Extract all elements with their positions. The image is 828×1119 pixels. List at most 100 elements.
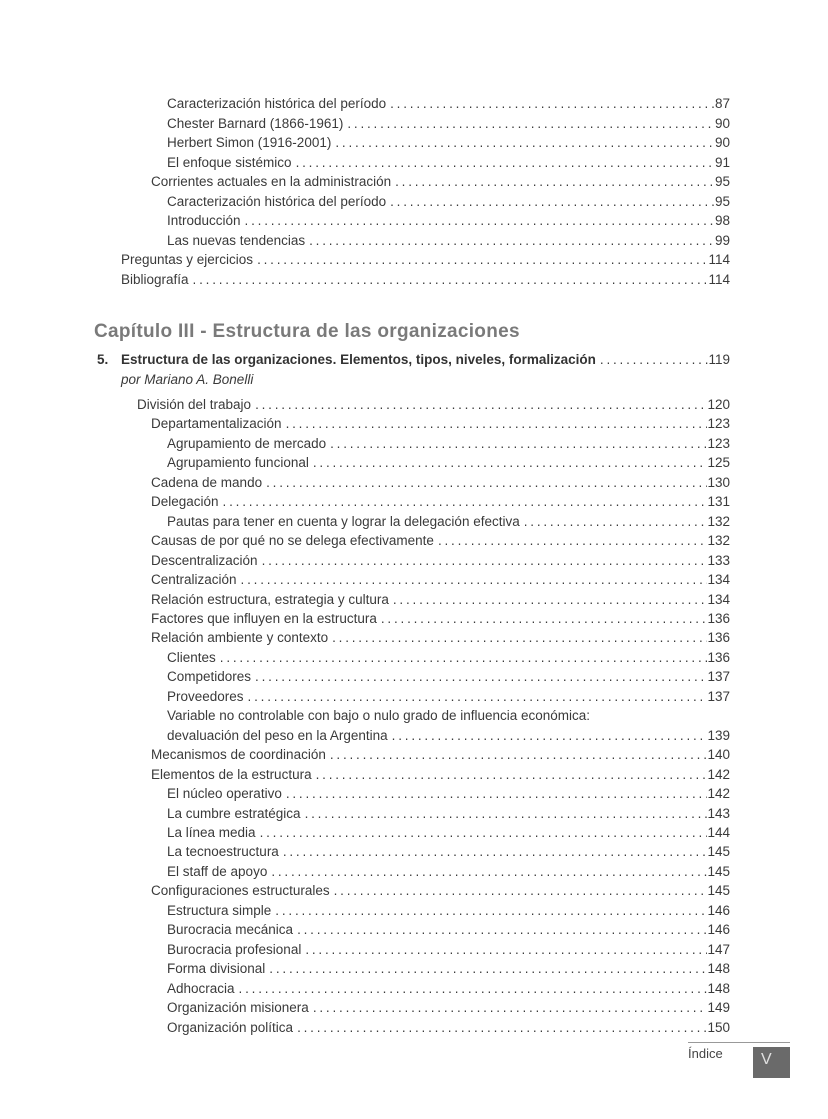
toc-entry: El núcleo operativo.....................… [94, 784, 730, 803]
toc-entry-label: Bibliografía [121, 271, 189, 287]
toc-entry-page: 130 [707, 474, 730, 490]
toc-leader-dots: ........................................… [222, 494, 708, 510]
toc-top-list: Caracterización histórica del período...… [94, 94, 730, 289]
toc-entry-label: Corrientes actuales en la administración [151, 174, 392, 189]
toc-entry-page: 123 [707, 435, 730, 451]
footer-page-box: V [753, 1047, 790, 1078]
toc-leader-dots: ........................................… [312, 455, 708, 471]
toc-entry-page: 90 [714, 115, 730, 131]
toc-entry-label: Relación estructura, estrategia y cultur… [151, 591, 389, 607]
toc-entry-page: 136 [707, 610, 730, 626]
toc-leader-dots: ........................................… [347, 115, 715, 131]
footer-rule [688, 1042, 790, 1043]
toc-entry-label: Introducción [167, 213, 241, 228]
toc-entry: Chester Barnard (1866-1961).............… [94, 114, 730, 134]
toc-leader-dots: ........................................… [295, 154, 715, 170]
toc-entry: Factores que influyen en la estructura..… [94, 609, 730, 628]
toc-entry-label: Chester Barnard (1866-1961) [167, 115, 344, 131]
toc-entry: Elementos de la estructura..............… [94, 765, 730, 784]
toc-entry: La cumbre estratégica...................… [94, 804, 730, 823]
toc-leader-dots: ........................................… [332, 630, 707, 646]
toc-entry-label: Mecanismos de coordinación [151, 747, 326, 763]
toc-entry-page: 133 [707, 552, 730, 568]
toc-leader-dots: ........................................… [309, 232, 715, 248]
toc-entry-page: 149 [707, 1000, 730, 1016]
toc-entry-label: Factores que influyen en la estructura [151, 610, 377, 626]
toc-entry: Delegación..............................… [94, 492, 730, 511]
toc-leader-dots: ........................................… [335, 135, 715, 150]
toc-entry: Organización política...................… [94, 1018, 730, 1037]
toc-entry-label: devaluación del peso en la Argentina [167, 727, 388, 743]
toc-entry: devaluación del peso en la Argentina....… [94, 726, 730, 745]
toc-entry-label: Caracterización histórica del período [167, 193, 387, 209]
toc-entry: Burocracia mecánica.....................… [94, 920, 730, 939]
toc-entry-page: 142 [707, 766, 730, 782]
toc-entry-label: Configuraciones estructurales [151, 883, 330, 899]
toc-entry: Organización misionera..................… [94, 998, 730, 1017]
toc-entry-label: Relación ambiente y contexto [151, 630, 329, 646]
chapter-author: por Mariano A. Bonelli [121, 371, 254, 387]
toc-entry-page: 134 [707, 591, 730, 607]
toc-leader-dots: ........................................… [599, 352, 709, 367]
toc-entry: Burocracia profesional..................… [94, 940, 730, 959]
toc-entry-page: 145 [707, 863, 730, 879]
toc-entry: La tecnoestructura......................… [94, 842, 730, 861]
toc-leader-dots: ........................................… [304, 805, 708, 821]
toc-entry: Adhocracia..............................… [94, 979, 730, 998]
toc-entry-label: Estructura simple [167, 902, 272, 918]
toc-leader-dots: ........................................… [285, 786, 708, 802]
toc-leader-dots: ........................................… [391, 727, 708, 743]
toc-leader-dots: ........................................… [297, 922, 707, 938]
toc-leader-dots: ........................................… [297, 1019, 707, 1035]
toc-entry: Relación ambiente y contexto............… [94, 628, 730, 647]
toc-entry-label: Proveedores [167, 688, 244, 704]
chapter-toc-list: División del trabajo....................… [94, 395, 730, 1037]
toc-entry-label: Las nuevas tendencias [167, 232, 306, 248]
toc-entry-label: Burocracia mecánica [167, 922, 294, 938]
toc-entry-label: El enfoque sistémico [167, 154, 292, 170]
toc-entry-page: 142 [707, 786, 730, 802]
toc-leader-dots: ........................................… [266, 474, 707, 490]
toc-entry-page: 145 [707, 844, 730, 860]
toc-entry-page: 132 [707, 513, 730, 529]
toc-entry-page: 150 [707, 1019, 730, 1035]
toc-entry-page: 139 [707, 727, 730, 743]
toc-entry: Agrupamiento de mercado.................… [94, 434, 730, 453]
toc-leader-dots: ........................................… [261, 552, 708, 568]
toc-entry-label: Preguntas y ejercicios [121, 252, 254, 267]
toc-entry: Variable no controlable con bajo o nulo … [94, 706, 730, 725]
toc-entry: Bibliografía............................… [94, 270, 730, 290]
toc-leader-dots: ........................................… [269, 961, 708, 977]
toc-entry-label: Organización misionera [167, 1000, 309, 1016]
toc-content: Caracterización histórica del período...… [94, 94, 730, 1037]
toc-entry-label: División del trabajo [137, 397, 252, 412]
toc-entry-page: 120 [707, 397, 730, 412]
toc-entry-label: El núcleo operativo [167, 786, 282, 802]
footer-index-label: Índice [688, 1046, 723, 1061]
toc-entry-label: Organización política [167, 1019, 294, 1035]
toc-leader-dots: ........................................… [437, 533, 708, 549]
toc-entry-label: Departamentalización [151, 416, 282, 432]
toc-entry-page: 132 [707, 533, 730, 549]
toc-leader-dots: ........................................… [244, 213, 715, 228]
toc-entry-label: Agrupamiento funcional [167, 455, 309, 471]
toc-entry: Corrientes actuales en la administración… [94, 172, 730, 192]
toc-entry-page: 144 [707, 824, 730, 840]
toc-leader-dots: ........................................… [390, 96, 715, 111]
toc-leader-dots: ........................................… [219, 649, 708, 665]
toc-entry-page: 140 [707, 747, 730, 763]
chapter-item-page: 119 [708, 352, 730, 367]
chapter-item-title: Estructura de las organizaciones. Elemen… [121, 352, 596, 367]
toc-entry-label: Cadena de mando [151, 474, 263, 490]
toc-entry: Preguntas y ejercicios..................… [94, 250, 730, 270]
toc-entry-page: 87 [714, 96, 730, 111]
toc-leader-dots: ........................................… [392, 591, 708, 607]
toc-entry: Competidores............................… [94, 667, 730, 686]
toc-entry-label: Clientes [167, 649, 216, 665]
toc-leader-dots: ........................................… [523, 513, 708, 529]
toc-entry-page: 147 [707, 941, 730, 957]
toc-entry: Causas de por qué no se delega efectivam… [94, 531, 730, 550]
toc-entry-label: Caracterización histórica del período [167, 96, 387, 111]
toc-leader-dots: ........................................… [380, 610, 708, 626]
